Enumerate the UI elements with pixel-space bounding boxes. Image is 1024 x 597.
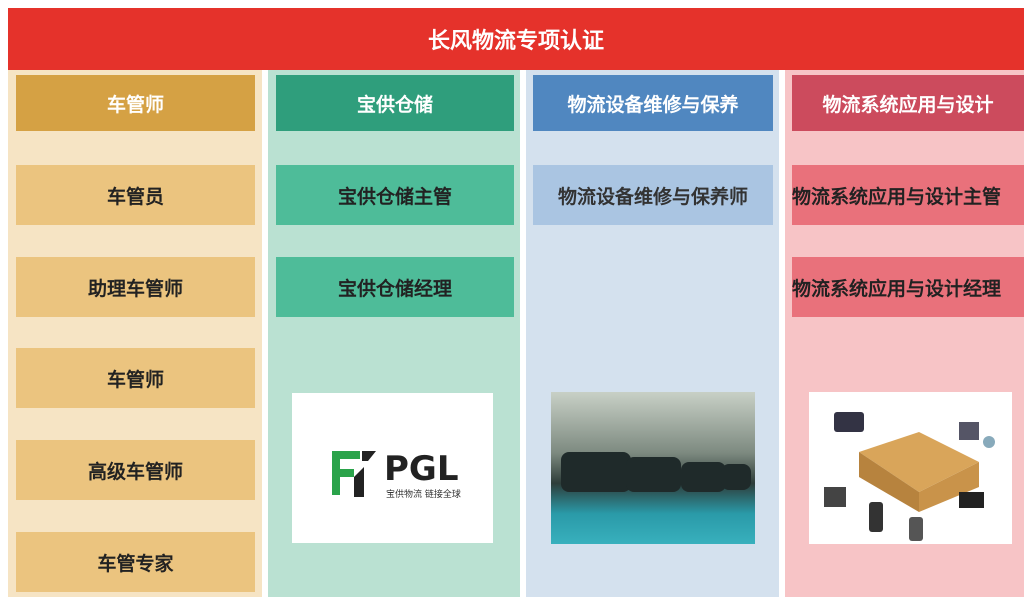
column-title: 宝供仓储 <box>276 75 514 131</box>
diagram-art <box>824 412 995 541</box>
system-diagram <box>809 392 1012 544</box>
level-item: 助理车管师 <box>16 257 255 317</box>
level-item: 宝供仓储主管 <box>276 165 514 225</box>
logo-mark <box>332 451 376 497</box>
equipment-photo <box>551 392 755 544</box>
column-title: 物流设备维修与保养 <box>533 75 773 131</box>
level-item: 车管专家 <box>16 532 255 592</box>
level-item: 高级车管师 <box>16 440 255 500</box>
machine <box>681 462 726 492</box>
level-item: 宝供仓储经理 <box>276 257 514 317</box>
level-item: 车管员 <box>16 165 255 225</box>
level-item: 物流设备维修与保养师 <box>533 165 773 225</box>
level-item: 车管师 <box>16 348 255 408</box>
column-title: 车管师 <box>16 75 255 131</box>
logo-image: PGL 宝供物流 链接全球 <box>292 393 493 543</box>
header-title: 长风物流专项认证 <box>8 8 1024 70</box>
logo-tagline: 宝供物流 链接全球 <box>386 490 461 500</box>
column-title: 物流系统应用与设计 <box>792 75 1024 131</box>
level-item: 物流系统应用与设计经理 <box>792 257 1024 317</box>
logo-name: PGL <box>384 449 459 489</box>
machine <box>626 457 681 492</box>
machine <box>721 464 751 490</box>
machine <box>561 452 631 492</box>
column <box>8 70 262 597</box>
level-item: 物流系统应用与设计主管 <box>792 165 1024 225</box>
